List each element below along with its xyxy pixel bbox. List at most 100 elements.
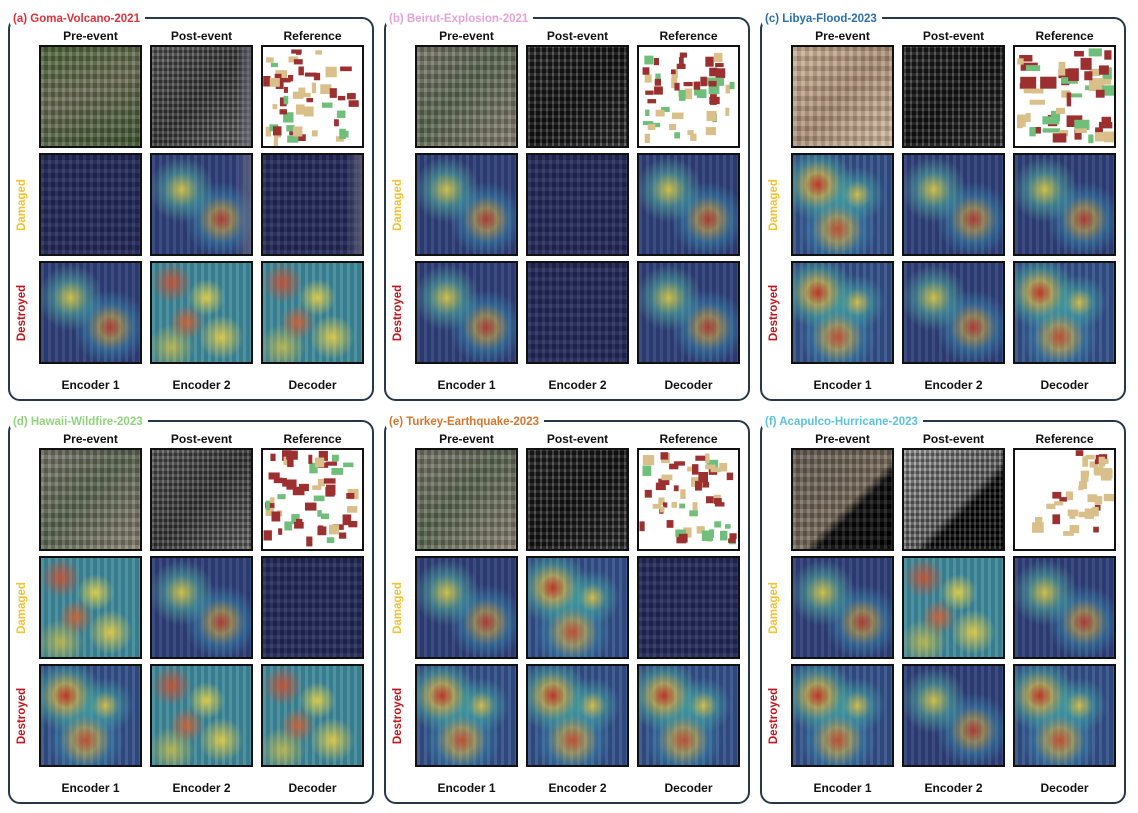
destroyed-decoder-heatmap	[261, 664, 364, 767]
damaged-encoder-2-heatmap	[526, 556, 629, 659]
destroyed-encoder-2-heatmap	[526, 261, 629, 364]
column-footer-encoder-2: Encoder 2	[924, 781, 983, 795]
panel-1: (a) Goma-Volcano-2021 Pre-event Encoder 1 P…	[8, 12, 374, 401]
panel-2: (b) Beirut-Explosion-2021 Pre-event Encode…	[384, 12, 750, 401]
damaged-encoder-2-heatmap	[150, 153, 253, 256]
lava-edge	[235, 155, 251, 254]
post-event-image	[526, 448, 629, 551]
panel-title: (b) Beirut-Explosion-2021	[386, 12, 534, 25]
row-label-text: Destroyed	[768, 284, 780, 341]
row-label-damaged: Damaged	[386, 556, 410, 659]
damaged-encoder-1-heatmap	[415, 556, 518, 659]
row-label-destroyed: Destroyed	[10, 664, 34, 767]
damaged-encoder-2-heatmap	[902, 556, 1005, 659]
destroyed-encoder-2-heatmap	[902, 664, 1005, 767]
panel-6: (f) Acapulco-Hurricane-2023 Pre-event Enco…	[760, 415, 1126, 804]
reference-image	[637, 45, 740, 148]
reference-image	[1013, 45, 1116, 148]
damaged-encoder-1-heatmap	[415, 153, 518, 256]
damaged-decoder-heatmap	[637, 153, 740, 256]
panel-title: (c) Libya-Flood-2023	[762, 12, 882, 25]
lava-edge	[346, 155, 362, 254]
row-label-destroyed: Destroyed	[762, 261, 786, 364]
post-event-image	[526, 45, 629, 148]
pre-event-image	[791, 448, 894, 551]
row-label-destroyed: Destroyed	[762, 664, 786, 767]
column-footer-decoder: Decoder	[288, 781, 337, 795]
column-footer-encoder-2: Encoder 2	[548, 378, 607, 392]
damaged-decoder-heatmap	[637, 556, 740, 659]
destroyed-encoder-1-heatmap	[415, 664, 518, 767]
damaged-decoder-heatmap	[1013, 153, 1116, 256]
row-label-damaged: Damaged	[10, 556, 34, 659]
row-label-text: Damaged	[392, 178, 404, 231]
damaged-encoder-2-heatmap	[902, 153, 1005, 256]
destroyed-encoder-1-heatmap	[39, 664, 142, 767]
damaged-encoder-2-heatmap	[150, 556, 253, 659]
column-footer-encoder-2: Encoder 2	[924, 378, 983, 392]
pre-event-image	[415, 45, 518, 148]
panel-title: (d) Hawaii-Wildfire-2023	[10, 415, 148, 428]
row-label-text: Damaged	[392, 581, 404, 634]
row-label-destroyed: Destroyed	[386, 664, 410, 767]
destroyed-encoder-1-heatmap	[39, 261, 142, 364]
reference-footprints	[1032, 450, 1114, 536]
panel-5: (e) Turkey-Earthquake-2023 Pre-event Encod…	[384, 415, 750, 804]
column-header-reference: Reference	[283, 29, 342, 43]
row-label-text: Destroyed	[768, 687, 780, 744]
column-footer-decoder: Decoder	[1040, 781, 1089, 795]
column-footer-encoder-1: Encoder 1	[61, 781, 120, 795]
damaged-decoder-heatmap	[261, 556, 364, 659]
destroyed-decoder-heatmap	[637, 261, 740, 364]
column-header-reference: Reference	[659, 29, 718, 43]
destroyed-decoder-heatmap	[1013, 261, 1116, 364]
destroyed-encoder-2-heatmap	[902, 261, 1005, 364]
reference-footprints	[642, 52, 735, 144]
column-footer-encoder-2: Encoder 2	[548, 781, 607, 795]
column-footer-encoder-1: Encoder 1	[813, 781, 872, 795]
panel-4: (d) Hawaii-Wildfire-2023 Pre-event Encoder…	[8, 415, 374, 804]
post-event-image	[902, 45, 1005, 148]
column-header-pre-event: Pre-event	[439, 432, 494, 446]
column-header-reference: Reference	[283, 432, 342, 446]
row-label-damaged: Damaged	[762, 556, 786, 659]
reference-footprints	[263, 49, 359, 146]
reference-image	[261, 448, 364, 551]
column-header-pre-event: Pre-event	[815, 29, 870, 43]
pre-event-image	[39, 45, 142, 148]
reference-image	[261, 45, 364, 148]
column-header-post-event: Post-event	[546, 29, 609, 43]
column-footer-decoder: Decoder	[664, 781, 713, 795]
destroyed-encoder-2-heatmap	[150, 261, 253, 364]
row-label-damaged: Damaged	[386, 153, 410, 256]
post-event-image	[150, 448, 253, 551]
column-header-pre-event: Pre-event	[63, 432, 118, 446]
column-footer-encoder-2: Encoder 2	[172, 378, 231, 392]
destroyed-encoder-1-heatmap	[415, 261, 518, 364]
column-header-reference: Reference	[1035, 29, 1094, 43]
panel-title: (a) Goma-Volcano-2021	[10, 12, 145, 25]
column-footer-decoder: Decoder	[288, 378, 337, 392]
column-footer-decoder: Decoder	[1040, 378, 1089, 392]
pre-event-image	[415, 448, 518, 551]
row-label-destroyed: Destroyed	[10, 261, 34, 364]
post-event-image	[150, 45, 253, 148]
damaged-encoder-1-heatmap	[39, 153, 142, 256]
row-label-destroyed: Destroyed	[386, 261, 410, 364]
damaged-encoder-1-heatmap	[791, 153, 894, 256]
row-label-text: Destroyed	[392, 687, 404, 744]
lava-edge	[235, 47, 251, 146]
reference-image	[1013, 448, 1116, 551]
column-header-reference: Reference	[1035, 432, 1094, 446]
destroyed-encoder-1-heatmap	[791, 664, 894, 767]
row-label-damaged: Damaged	[762, 153, 786, 256]
destroyed-encoder-1-heatmap	[791, 261, 894, 364]
post-event-image	[902, 448, 1005, 551]
column-header-post-event: Post-event	[170, 432, 233, 446]
column-footer-encoder-1: Encoder 1	[437, 378, 496, 392]
damaged-encoder-1-heatmap	[791, 556, 894, 659]
reference-footprints	[1017, 48, 1114, 144]
damaged-encoder-2-heatmap	[526, 153, 629, 256]
pre-event-image	[791, 45, 894, 148]
row-label-text: Damaged	[768, 178, 780, 231]
